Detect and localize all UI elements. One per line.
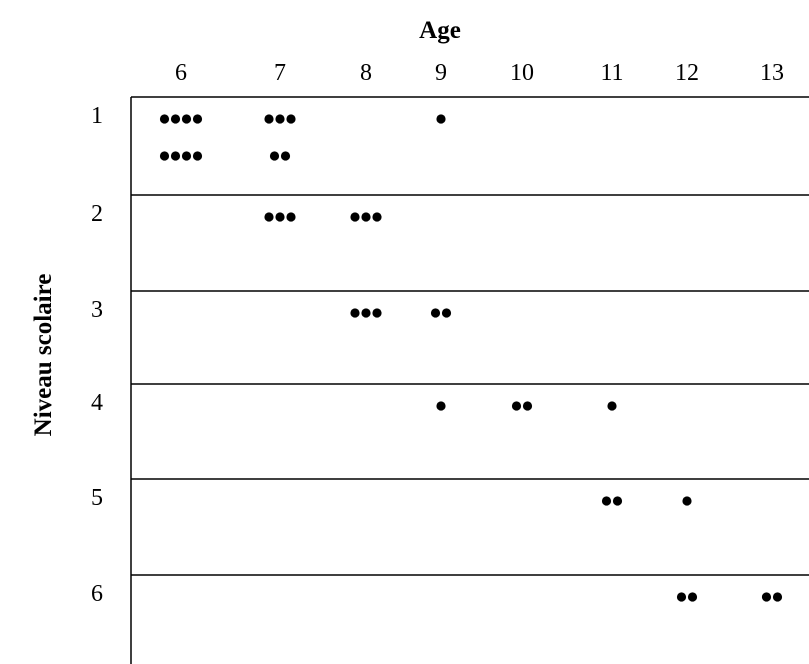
data-dot — [612, 496, 623, 506]
data-dot — [280, 151, 291, 161]
data-dot — [511, 401, 522, 411]
data-dot — [275, 212, 285, 222]
y-axis-title: Niveau scolaire — [30, 274, 57, 437]
x-tick-label: 9 — [435, 60, 447, 86]
data-dot — [436, 114, 446, 124]
data-dot — [264, 114, 274, 124]
x-tick-label: 6 — [175, 60, 187, 86]
y-tick-label: 3 — [91, 297, 103, 323]
data-points — [159, 114, 783, 602]
data-dot — [170, 151, 181, 161]
data-dot — [761, 592, 772, 602]
data-dot — [159, 114, 170, 124]
data-dot — [607, 401, 617, 411]
data-dot — [772, 592, 783, 602]
x-tick-label: 12 — [675, 60, 699, 86]
data-dot — [269, 151, 280, 161]
data-dot — [181, 114, 192, 124]
y-tick-label: 6 — [91, 581, 103, 607]
x-tick-label: 8 — [360, 60, 372, 86]
x-tick-label: 13 — [760, 60, 784, 86]
data-dot — [687, 592, 698, 602]
data-dot — [350, 308, 360, 318]
y-tick-label: 5 — [91, 485, 103, 511]
data-dot — [264, 212, 274, 222]
data-dot — [682, 496, 692, 506]
data-dot — [192, 114, 203, 124]
data-dot — [361, 212, 371, 222]
data-dot — [441, 308, 452, 318]
data-dot — [286, 114, 296, 124]
data-dot — [350, 212, 360, 222]
data-dot — [286, 212, 296, 222]
data-dot — [522, 401, 533, 411]
data-dot — [372, 308, 382, 318]
data-dot — [372, 212, 382, 222]
data-dot — [436, 401, 446, 411]
x-tick-label: 7 — [274, 60, 286, 86]
data-dot — [275, 114, 285, 124]
x-tick-labels: 6 7 8 9 10 11 12 13 — [175, 60, 784, 86]
plot-frame — [130, 96, 809, 664]
x-tick-label: 10 — [510, 60, 534, 86]
y-tick-label: 2 — [91, 201, 103, 227]
y-tick-label: 4 — [91, 390, 103, 416]
x-axis-title: Age — [419, 17, 461, 44]
y-tick-label: 1 — [91, 103, 103, 129]
data-dot — [159, 151, 170, 161]
data-dot — [430, 308, 441, 318]
data-dot — [170, 114, 181, 124]
data-dot — [181, 151, 192, 161]
data-dot — [676, 592, 687, 602]
x-tick-label: 11 — [600, 60, 623, 86]
data-dot — [361, 308, 371, 318]
data-dot — [601, 496, 612, 506]
y-tick-labels: 1 2 3 4 5 6 — [91, 103, 103, 607]
data-dot — [192, 151, 203, 161]
